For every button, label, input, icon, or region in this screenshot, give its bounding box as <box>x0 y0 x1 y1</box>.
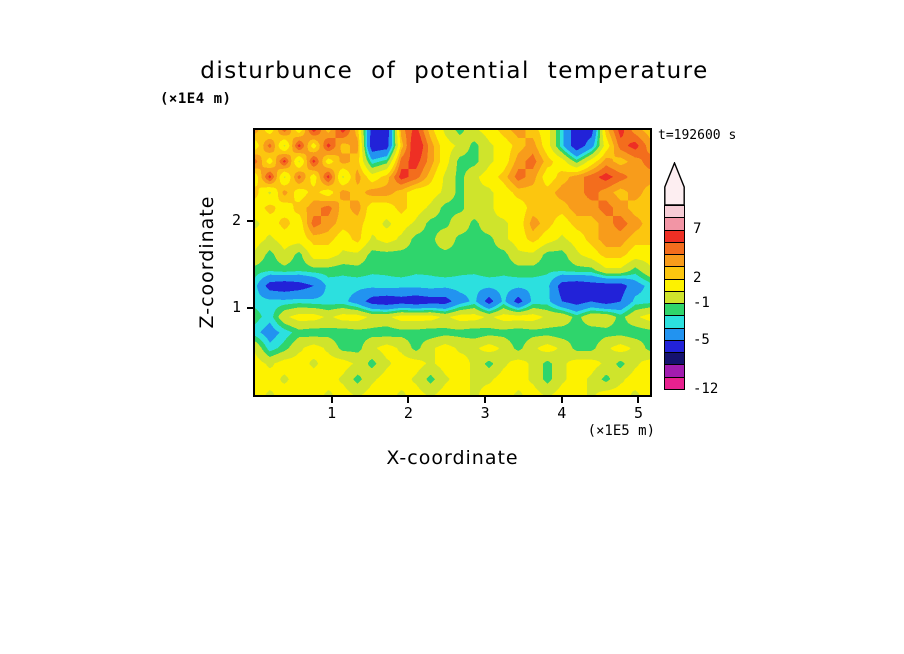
colorbar-segment <box>665 352 684 365</box>
z-axis-unit-label: (×1E4 m) <box>160 91 232 107</box>
colorbar-segment <box>665 254 684 267</box>
x-tick <box>330 397 333 403</box>
colorbar-segment <box>665 290 684 304</box>
colorbar-segment <box>665 376 684 389</box>
colorbar-arrow-icon <box>664 162 685 206</box>
colorbar-label: 2 <box>693 270 702 286</box>
x-tick <box>637 397 640 403</box>
colorbar-label: -12 <box>693 381 719 397</box>
colorbar-segment <box>665 303 684 316</box>
z-tick <box>247 220 253 223</box>
x-tick-label: 1 <box>327 404 337 422</box>
x-tick-label: 3 <box>480 404 490 422</box>
x-tick <box>484 397 487 403</box>
colorbar-segment <box>665 339 684 353</box>
colorbar-segment <box>665 266 684 279</box>
colorbar-segment <box>665 241 684 255</box>
x-tick <box>560 397 563 403</box>
x-tick-label: 5 <box>633 404 643 422</box>
x-tick <box>407 397 410 403</box>
plot-title: disturbunce of potential temperature <box>200 58 709 84</box>
colorbar-segment <box>665 278 684 291</box>
colorbar-label: -1 <box>693 294 710 311</box>
colorbar-label: 7 <box>693 220 702 237</box>
colorbar-segment <box>665 217 684 230</box>
x-axis-title: X-coordinate <box>386 447 519 469</box>
colorbar-segment <box>665 315 684 328</box>
colorbar <box>664 205 685 390</box>
z-axis-title: Z-coordinate <box>196 195 218 329</box>
contour-plot <box>255 130 650 395</box>
z-tick-label: 1 <box>231 298 241 317</box>
colorbar-segment <box>665 229 684 242</box>
z-tick <box>247 307 253 310</box>
colorbar-label: -5 <box>693 331 710 348</box>
colorbar-segment <box>665 327 684 340</box>
colorbar-segment <box>665 364 684 377</box>
x-axis-unit-label: (×1E5 m) <box>587 423 655 439</box>
time-annotation: t=192600 s <box>658 128 737 143</box>
z-tick-label: 2 <box>231 211 241 230</box>
colorbar-segment <box>665 206 684 218</box>
plot-frame <box>253 128 652 397</box>
x-tick-label: 4 <box>557 404 567 422</box>
x-tick-label: 2 <box>403 404 413 422</box>
